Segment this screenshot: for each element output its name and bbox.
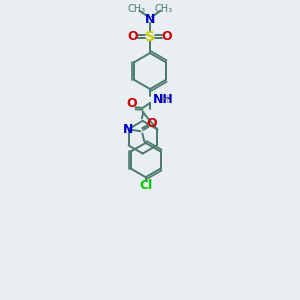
Text: O: O — [127, 97, 137, 110]
Text: N: N — [123, 122, 134, 136]
Text: S: S — [145, 30, 155, 44]
Text: H: H — [160, 95, 169, 105]
Text: CH₃: CH₃ — [127, 4, 145, 14]
Text: O: O — [128, 30, 138, 43]
Text: Cl: Cl — [139, 179, 152, 192]
Text: CH₃: CH₃ — [155, 4, 173, 14]
Text: O: O — [162, 30, 172, 43]
Text: N: N — [145, 13, 155, 26]
Text: O: O — [146, 117, 157, 130]
Text: NH: NH — [152, 93, 173, 106]
